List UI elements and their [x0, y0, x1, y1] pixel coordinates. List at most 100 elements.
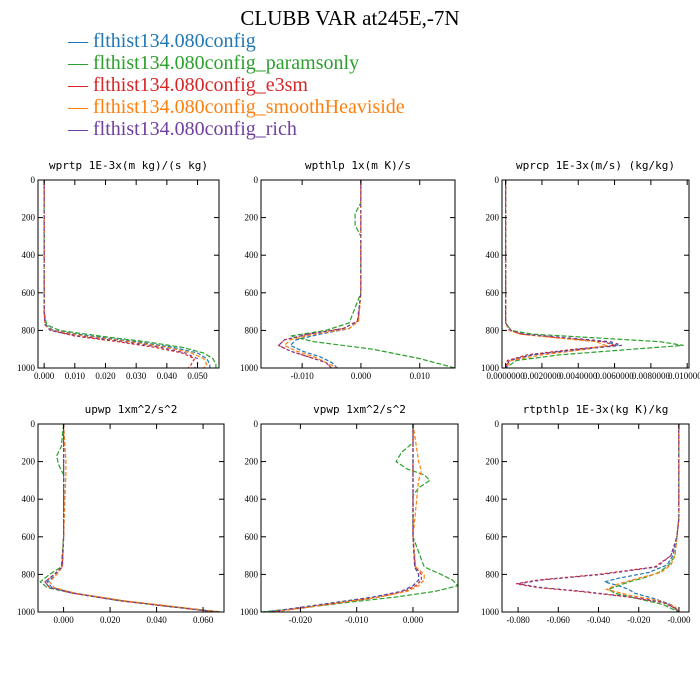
legend-item: — flthist134.080config: [68, 30, 405, 52]
series-group: [505, 180, 684, 368]
series-line-1: [602, 424, 680, 612]
y-tick-label: 400: [486, 494, 500, 504]
plot-frame: [260, 423, 459, 613]
y-tick-label: 400: [245, 494, 259, 504]
x-tick-label: -0.000: [667, 615, 691, 625]
legend-line-icon: —: [68, 74, 93, 96]
plot-frame: [37, 179, 220, 369]
x-tick-label: 0.0080000: [632, 371, 671, 381]
y-tick-label: 1000: [481, 607, 500, 617]
x-tick-label: 0.0060000: [595, 371, 634, 381]
series-line-4: [505, 180, 608, 368]
y-tick-label: 600: [486, 532, 500, 542]
panel-1: wprtp 1E-3x(m kg)/(s kg) 0 200 400 600 800 100…: [17, 159, 220, 381]
x-tick-label: 0.050: [187, 371, 208, 381]
series-line-5: [44, 424, 218, 612]
x-tick-label: -0.040: [587, 615, 611, 625]
figure-title: CLUBB VAR at245E,-7N: [240, 6, 460, 30]
x-tick-label: 0.060: [193, 615, 214, 625]
series-line-3: [43, 180, 196, 368]
y-tick-label: 600: [245, 288, 259, 298]
series-line-3: [272, 424, 422, 612]
x-tick-label: -0.010: [291, 371, 315, 381]
series-group: [43, 180, 217, 368]
series-line-2: [39, 424, 222, 612]
panel-title: wpthlp 1x(m K)/s: [305, 159, 411, 172]
y-tick-label: 0: [31, 175, 36, 185]
plot-frame: [501, 423, 690, 613]
panel-3: wprcp 1E-3x(m/s) (kg/kg) 0 200 400 600 800 100…: [481, 159, 700, 381]
plot-frame: [260, 179, 456, 369]
panel-2: wpthlp 1x(m K)/s 0 200 400 600 800 1000 -0.010 0…: [240, 159, 456, 381]
series-line-4: [48, 424, 220, 612]
legend-line-icon: —: [68, 96, 93, 118]
legend-label: flthist134.080config_smoothHeaviside: [93, 96, 405, 118]
panel-title: upwp 1xm^2/s^2: [85, 403, 178, 416]
series-line-5: [505, 180, 622, 368]
y-tick-label: 200: [486, 213, 500, 223]
x-tick-label: 0.010: [410, 371, 431, 381]
y-tick-label: 0: [495, 419, 500, 429]
x-tick-label: -0.060: [547, 615, 571, 625]
y-tick-label: 1000: [17, 363, 36, 373]
y-tick-label: 200: [245, 457, 259, 467]
y-tick-label: 0: [254, 419, 259, 429]
series-line-2: [43, 180, 217, 368]
legend-label: flthist134.080config_rich: [93, 118, 297, 140]
y-tick-label: 800: [22, 569, 36, 579]
legend-item: — flthist134.080config_rich: [68, 118, 405, 140]
series-group: [515, 424, 680, 612]
y-tick-label: 600: [486, 288, 500, 298]
series-line-1: [505, 180, 619, 368]
series-line-2: [290, 180, 455, 368]
y-tick-label: 0: [495, 175, 500, 185]
series-line-4: [283, 180, 362, 368]
legend-item: — flthist134.080config_e3sm: [68, 74, 405, 96]
series-line-5: [43, 180, 199, 368]
y-tick-label: 800: [486, 569, 500, 579]
y-tick-label: 800: [245, 569, 259, 579]
panel-6: rtpthlp 1E-3x(kg K)/kg02004006008001000-…: [481, 403, 691, 625]
series-line-5: [266, 424, 420, 612]
y-tick-label: 600: [22, 532, 36, 542]
y-tick-label: 1000: [17, 607, 36, 617]
x-tick-label: 0.000: [351, 371, 372, 381]
panel-5: vpwp 1xm^2/s^2 0 200 400 600 800 1000 -0.020 -0.…: [240, 403, 459, 625]
panel-4: upwp 1xm^2/s^2 0 200 400 600 800 1000 0.000 0.02…: [17, 403, 225, 625]
panel-title: wprcp 1E-3x(m/s) (kg/kg): [516, 159, 675, 172]
y-tick-label: 600: [245, 532, 259, 542]
series-group: [277, 180, 455, 368]
y-tick-label: 200: [22, 213, 36, 223]
y-tick-label: 400: [22, 250, 36, 260]
series-line-2: [261, 424, 458, 612]
legend-line-icon: —: [68, 118, 93, 140]
series-line-5: [518, 424, 680, 612]
series-line-1: [289, 180, 362, 368]
y-tick-label: 0: [254, 175, 259, 185]
x-tick-label: 0.040: [146, 615, 167, 625]
x-tick-label: 0.000: [34, 371, 55, 381]
y-tick-label: 1000: [240, 363, 259, 373]
y-tick-label: 200: [486, 457, 500, 467]
series-line-3: [505, 180, 615, 368]
legend-item: — flthist134.080config_paramsonly: [68, 52, 405, 74]
series-line-3: [44, 424, 218, 612]
plot-frame: [37, 423, 225, 613]
x-tick-label: 0.020: [95, 371, 116, 381]
x-tick-label: 0.0040000: [559, 371, 598, 381]
series-group: [261, 424, 458, 612]
series-line-5: [277, 180, 362, 368]
x-tick-label: 0.030: [126, 371, 147, 381]
legend-label: flthist134.080config_paramsonly: [93, 52, 360, 74]
series-line-4: [272, 424, 425, 612]
series-line-1: [266, 424, 420, 612]
legend-line-icon: —: [68, 30, 93, 52]
series-line-4: [604, 424, 680, 612]
y-tick-label: 400: [22, 494, 36, 504]
legend-line-icon: —: [68, 52, 93, 74]
panel-title: vpwp 1xm^2/s^2: [313, 403, 406, 416]
legend-label: flthist134.080config_e3sm: [93, 74, 308, 96]
y-tick-label: 400: [245, 250, 259, 260]
series-line-2: [607, 424, 680, 612]
